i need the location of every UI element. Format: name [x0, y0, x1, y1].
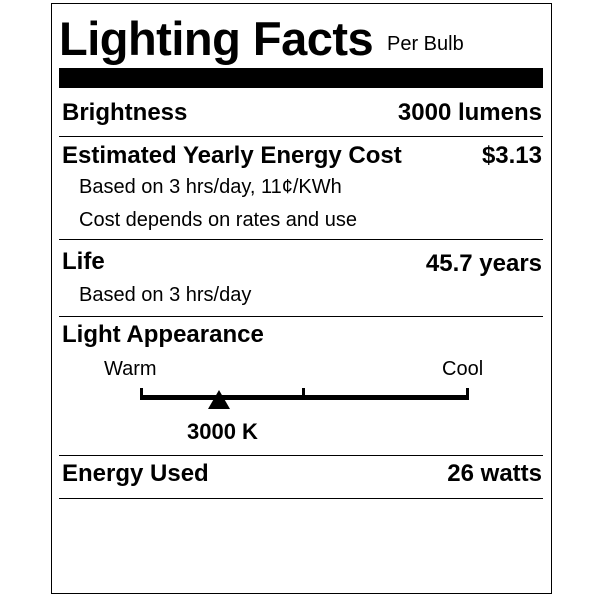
divider — [59, 455, 543, 456]
divider — [59, 239, 543, 240]
scale-tick — [466, 388, 469, 398]
cool-label: Cool — [442, 358, 484, 380]
label-subtitle: Per Bulb — [387, 33, 464, 55]
life-note: Based on 3 hrs/day — [79, 284, 252, 306]
divider — [59, 498, 543, 499]
color-temperature-marker-icon — [207, 390, 230, 409]
light-appearance-label: Light Appearance — [62, 321, 264, 348]
scale-tick — [302, 388, 305, 398]
color-temperature-value: 3000 K — [187, 419, 258, 444]
energy-cost-label: Estimated Yearly Energy Cost — [62, 142, 402, 169]
life-value: 45.7 years — [425, 250, 542, 277]
brightness-label: Brightness — [62, 99, 188, 126]
energy-used-label: Energy Used — [62, 460, 209, 487]
title-bar-divider — [59, 68, 543, 88]
energy-cost-value: $3.13 — [481, 142, 542, 169]
divider — [59, 136, 543, 137]
scale-tick — [140, 388, 143, 398]
brightness-value: 3000 lumens — [397, 99, 542, 126]
energy-cost-note: Cost depends on rates and use — [79, 209, 357, 231]
life-label: Life — [62, 248, 105, 275]
warm-label: Warm — [104, 358, 157, 380]
color-temperature-scale — [140, 388, 469, 400]
energy-used-value: 26 watts — [447, 460, 542, 487]
label-border — [51, 3, 552, 594]
label-title: Lighting Facts — [59, 12, 374, 65]
energy-cost-note: Based on 3 hrs/day, 11¢/KWh — [79, 176, 342, 198]
divider — [59, 316, 543, 317]
